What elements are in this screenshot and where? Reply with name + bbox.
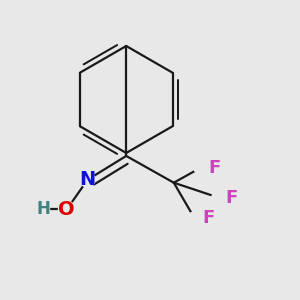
Circle shape <box>37 203 50 216</box>
Text: F: F <box>202 209 214 227</box>
Circle shape <box>80 172 95 187</box>
Text: F: F <box>226 189 238 207</box>
Text: H: H <box>36 200 50 218</box>
Circle shape <box>212 191 225 204</box>
Circle shape <box>58 201 75 218</box>
Text: F: F <box>208 159 220 177</box>
Circle shape <box>188 212 201 225</box>
Text: O: O <box>58 200 75 219</box>
Text: N: N <box>80 170 96 189</box>
Circle shape <box>194 161 207 174</box>
